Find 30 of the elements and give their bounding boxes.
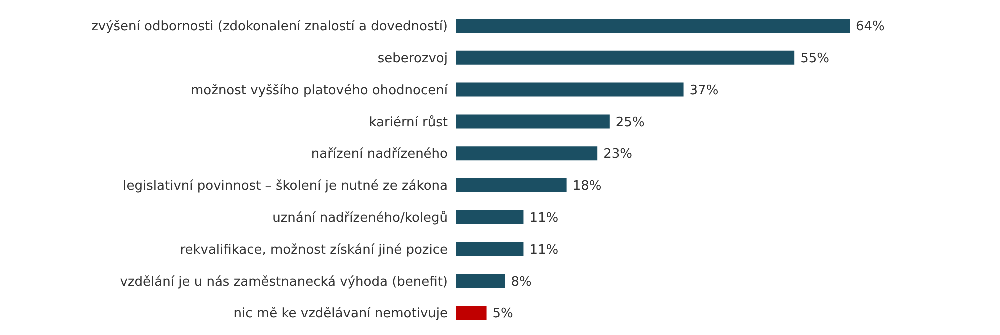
bar xyxy=(456,210,524,224)
y-tick-label: seberozvoj xyxy=(378,51,448,66)
y-tick-label: nařízení nadřízeného xyxy=(311,147,448,162)
bar xyxy=(456,146,598,161)
data-label: 11% xyxy=(530,242,559,258)
data-label: 64% xyxy=(856,20,885,35)
data-label: 25% xyxy=(616,115,645,130)
y-tick-label: rekvalifikace, možnost získání jiné pozice xyxy=(180,242,448,258)
bar xyxy=(456,306,487,320)
y-tick-label: legislativní povinnost – školení je nutné ze zákona xyxy=(123,179,448,194)
bar xyxy=(456,178,567,192)
bar xyxy=(456,242,524,256)
bar xyxy=(456,274,506,288)
data-label: 5% xyxy=(492,306,514,322)
y-tick-label: nic mě ke vzdělávaní nemotivuje xyxy=(234,306,448,322)
bar xyxy=(456,82,684,97)
y-tick-label: zvýšení odbornosti (zdokonalení znalostí a dovedností) xyxy=(92,20,448,35)
data-label: 55% xyxy=(800,51,830,66)
y-tick-label: kariérní růst xyxy=(369,114,448,130)
data-label: 18% xyxy=(572,179,602,194)
y-tick-label: uznání nadřízeného/kolegů xyxy=(272,210,448,226)
bar xyxy=(456,50,795,65)
y-tick-label: možnost vyššího platového ohodnocení xyxy=(191,83,448,98)
y-tick-label: vzdělání je u nás zaměstnanecká výhoda (benefit) xyxy=(120,274,448,290)
data-label: 23% xyxy=(604,147,632,162)
data-label: 8% xyxy=(511,274,532,290)
data-label: 37% xyxy=(690,83,719,98)
bar xyxy=(456,19,850,33)
bar xyxy=(456,114,610,129)
data-label: 11% xyxy=(530,210,559,226)
